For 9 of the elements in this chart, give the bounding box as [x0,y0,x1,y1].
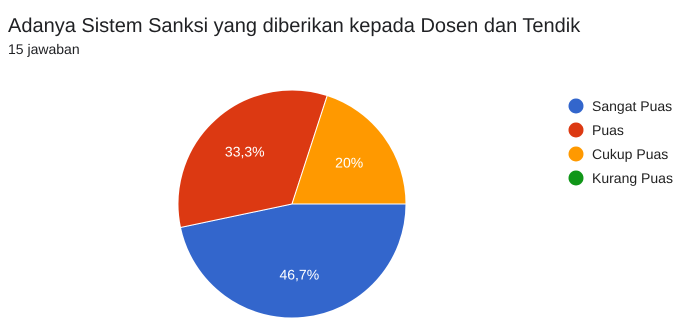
legend-label: Puas [592,122,624,138]
text: 15 jawaban [8,41,80,57]
legend-label: Cukup Puas [592,146,668,162]
data-label: 20% [335,154,364,170]
legend-label: Sangat Puas [592,98,672,114]
data-label: 46,7% [279,266,320,282]
chart-title: Adanya Sistem Sanksi yang diberikan kepada Dosen dan Tendik [8,15,582,37]
data-label: 33,3% [224,143,265,160]
legend-label: Kurang Puas [592,170,673,186]
